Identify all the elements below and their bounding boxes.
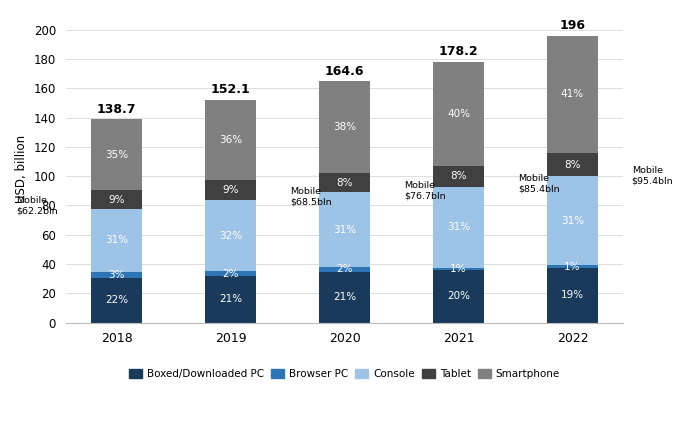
Bar — [547, 153, 598, 176]
Text: 1%: 1% — [450, 264, 466, 274]
Bar — [547, 176, 598, 265]
Bar — [205, 180, 256, 200]
Bar — [433, 268, 484, 270]
Bar — [547, 268, 598, 322]
Bar — [547, 35, 598, 153]
Bar — [433, 61, 484, 166]
Bar — [319, 173, 370, 192]
Bar — [319, 267, 370, 272]
Bar — [319, 82, 370, 173]
Text: 31%: 31% — [105, 235, 128, 245]
Text: Mobile
$95.4bln: Mobile $95.4bln — [632, 166, 674, 186]
Y-axis label: USD, billion: USD, billion — [15, 135, 28, 203]
Bar — [91, 120, 142, 190]
Bar — [205, 271, 256, 276]
Bar — [91, 272, 142, 278]
Text: 1%: 1% — [564, 261, 581, 272]
Text: Mobile
$62.2bln: Mobile $62.2bln — [16, 196, 57, 215]
Text: 38%: 38% — [333, 122, 356, 132]
Legend: Boxed/Downloaded PC, Browser PC, Console, Tablet, Smartphone: Boxed/Downloaded PC, Browser PC, Console… — [125, 365, 564, 383]
Text: 35%: 35% — [105, 150, 128, 160]
Text: 41%: 41% — [561, 89, 584, 99]
Text: 21%: 21% — [333, 292, 356, 302]
Text: 164.6: 164.6 — [325, 65, 365, 78]
Bar — [547, 265, 598, 268]
Text: 31%: 31% — [561, 216, 584, 226]
Text: 9%: 9% — [109, 195, 125, 205]
Text: 178.2: 178.2 — [439, 45, 478, 58]
Bar — [433, 270, 484, 322]
Bar — [319, 192, 370, 267]
Bar — [205, 200, 256, 271]
Text: 9%: 9% — [222, 185, 239, 195]
Text: 138.7: 138.7 — [97, 103, 136, 116]
Bar — [433, 187, 484, 268]
Text: 20%: 20% — [447, 291, 470, 301]
Text: 2%: 2% — [222, 269, 239, 279]
Text: 31%: 31% — [447, 222, 470, 232]
Text: 22%: 22% — [105, 295, 128, 305]
Bar — [91, 209, 142, 272]
Text: 32%: 32% — [219, 231, 242, 241]
Bar — [91, 190, 142, 209]
Text: Mobile
$68.5bln: Mobile $68.5bln — [290, 187, 332, 206]
Text: 2%: 2% — [336, 264, 353, 274]
Text: 21%: 21% — [219, 294, 242, 304]
Text: 19%: 19% — [561, 290, 584, 300]
Text: Mobile
$85.4bln: Mobile $85.4bln — [518, 174, 559, 193]
Text: 3%: 3% — [109, 270, 125, 280]
Text: Mobile
$76.7bln: Mobile $76.7bln — [404, 181, 445, 200]
Bar — [319, 272, 370, 322]
Text: 196: 196 — [559, 19, 585, 32]
Text: 8%: 8% — [336, 178, 353, 188]
Bar — [205, 100, 256, 180]
Text: 36%: 36% — [219, 135, 242, 145]
Text: 8%: 8% — [450, 171, 466, 181]
Text: 31%: 31% — [333, 225, 356, 235]
Bar — [91, 278, 142, 322]
Text: 8%: 8% — [564, 160, 581, 170]
Text: 152.1: 152.1 — [211, 83, 250, 96]
Text: 40%: 40% — [447, 109, 470, 119]
Bar — [205, 276, 256, 322]
Bar — [433, 166, 484, 187]
